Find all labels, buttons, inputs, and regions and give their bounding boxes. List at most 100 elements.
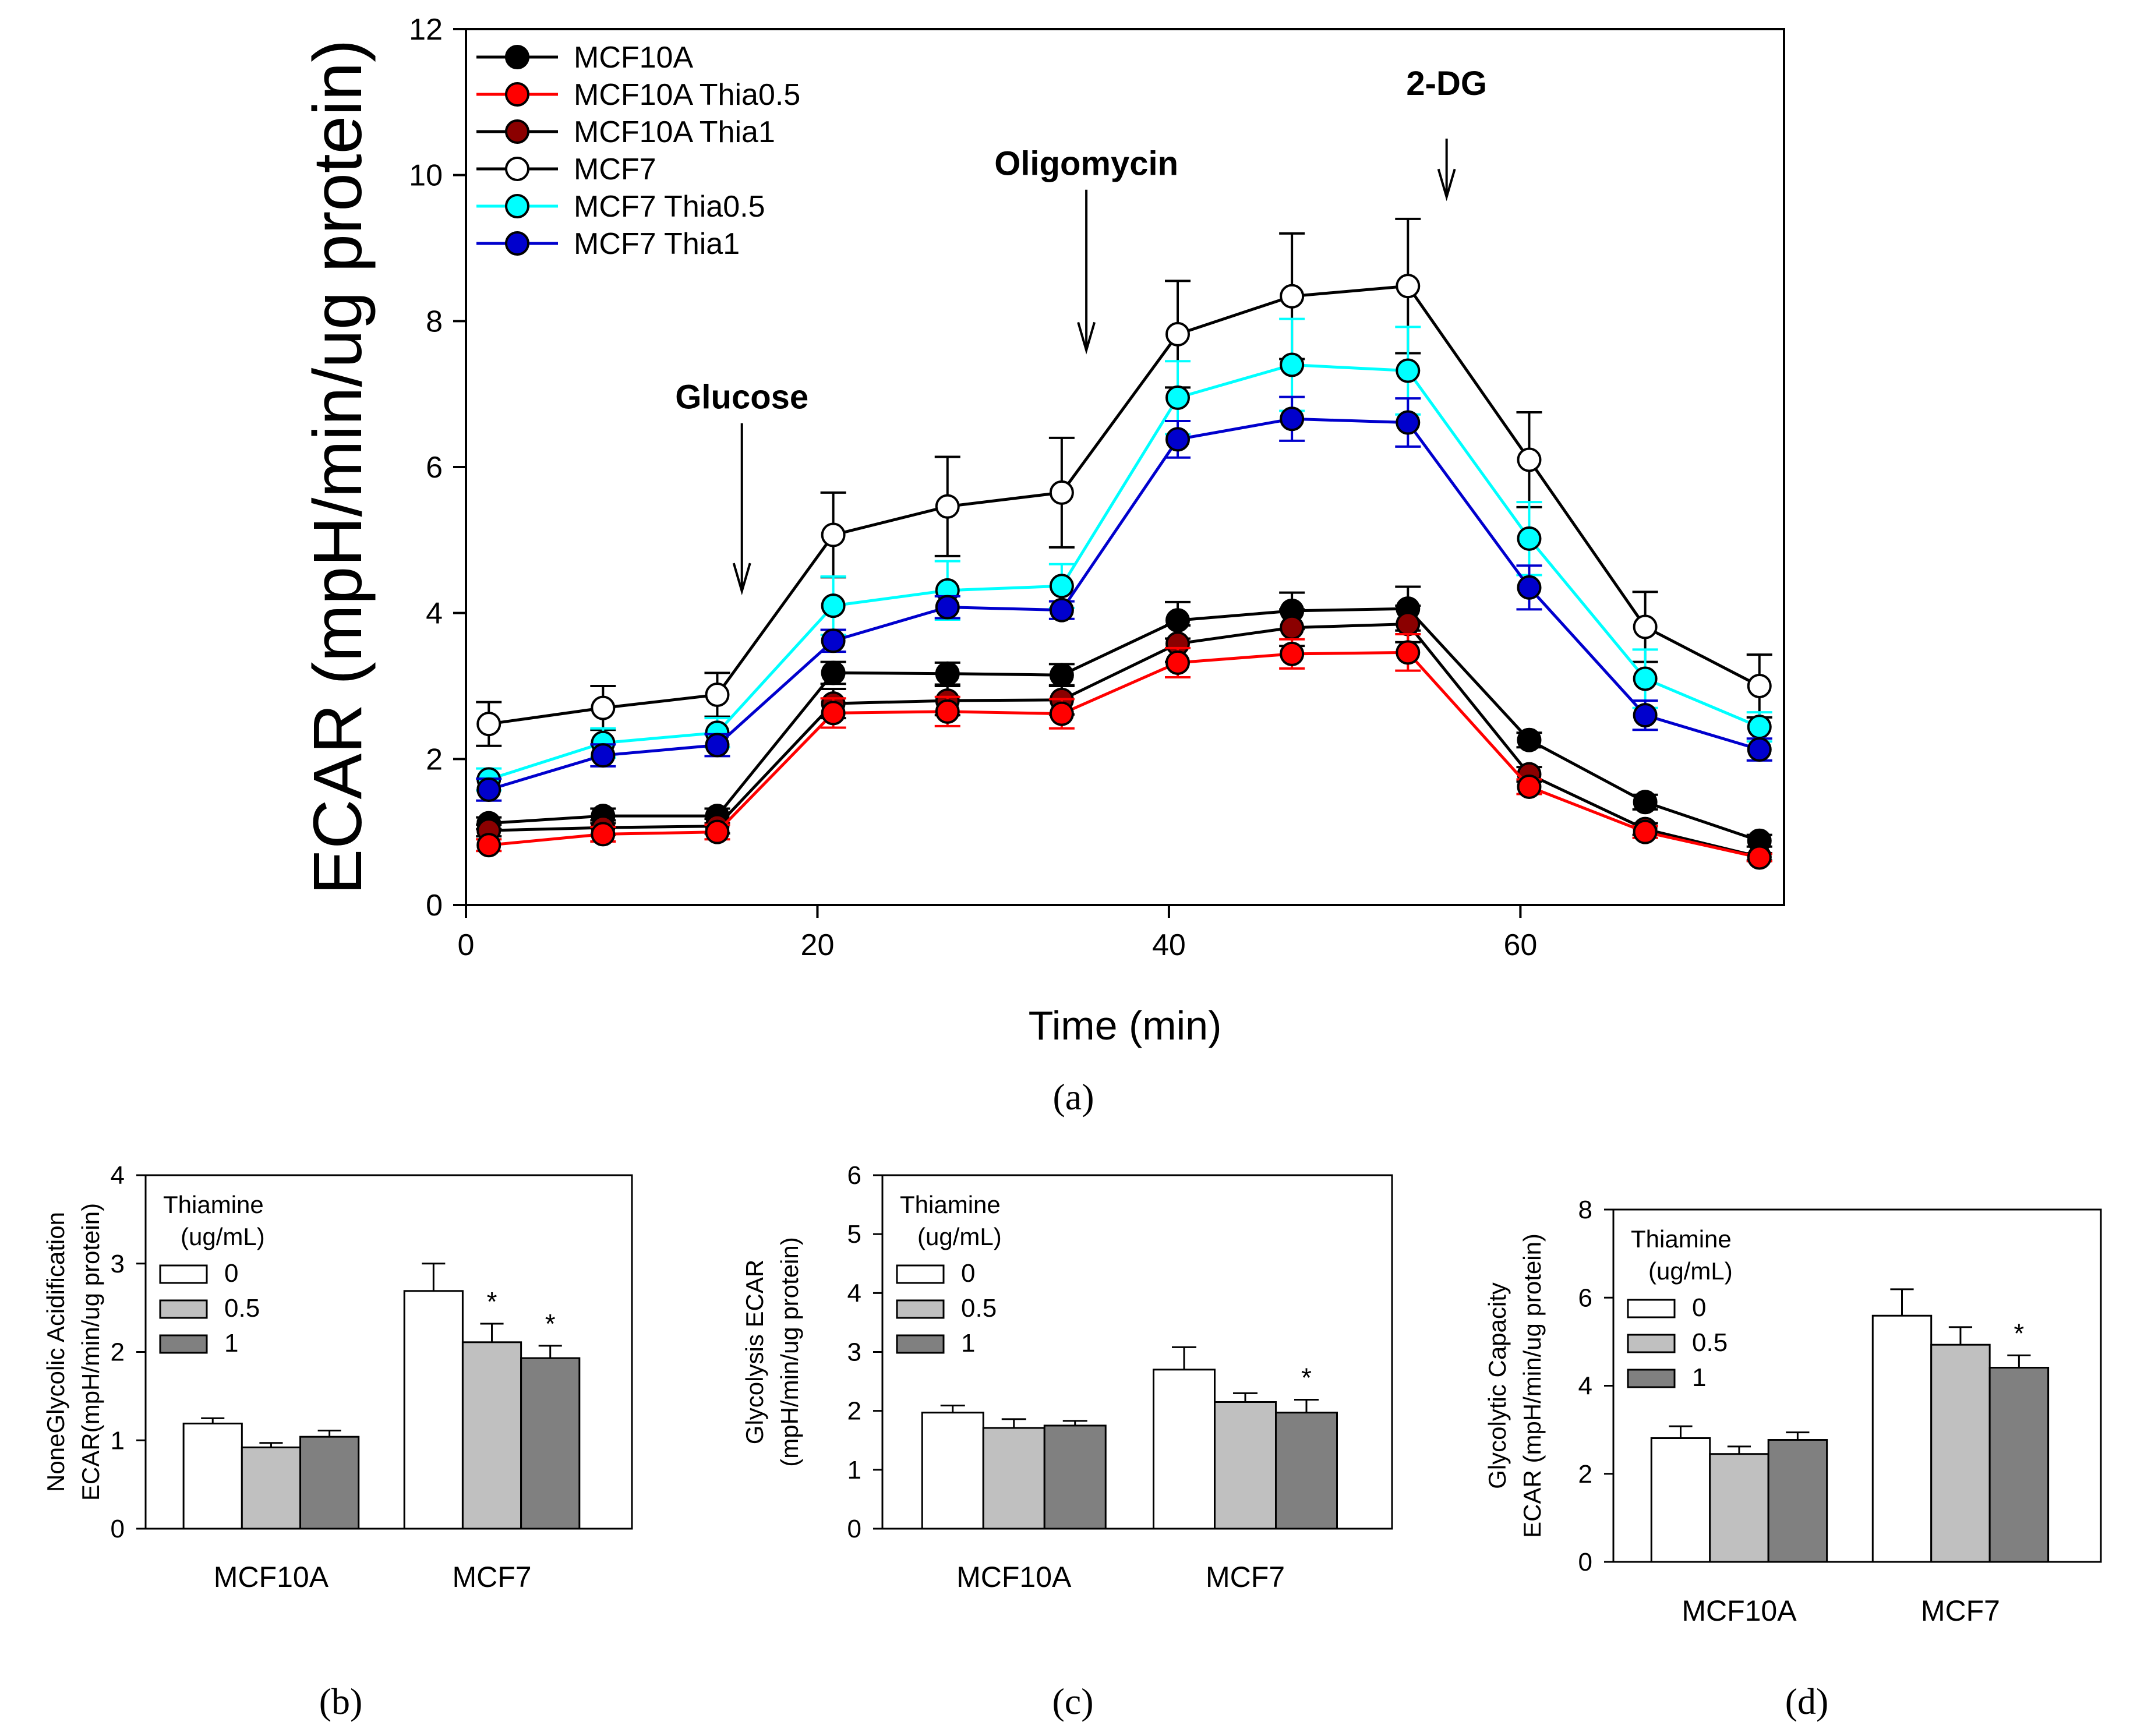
- bar: [403, 1290, 464, 1530]
- y-tick-label: 1: [111, 1426, 125, 1455]
- panel-label: (c): [1052, 1681, 1093, 1722]
- legend-marker: [505, 157, 529, 181]
- data-point: [1396, 611, 1421, 637]
- bar: [1275, 1412, 1338, 1530]
- data-point: [1280, 641, 1305, 666]
- data-point: [1280, 352, 1305, 377]
- y-tick-label: 3: [847, 1338, 861, 1367]
- legend-label: 0: [1692, 1293, 1706, 1322]
- panel-label: (d): [1785, 1681, 1829, 1722]
- data-point: [1280, 406, 1305, 432]
- series-line: [489, 622, 1760, 858]
- legend-label: MCF10A: [574, 41, 693, 75]
- legend-marker: [505, 119, 529, 144]
- legend-label: 1: [224, 1329, 238, 1357]
- series-line: [488, 650, 1760, 859]
- data-point: [1049, 574, 1074, 599]
- annotation-label: 2-DG: [1406, 65, 1487, 102]
- data-point: [1517, 575, 1542, 600]
- series-mcf10a-thia0-5: [476, 633, 1772, 870]
- data-point: [1165, 427, 1191, 452]
- data-point: [1049, 480, 1074, 505]
- data-point: [1517, 727, 1542, 752]
- bar: [1767, 1439, 1828, 1563]
- data-point: [1396, 358, 1421, 383]
- category-label: MCF7: [452, 1561, 531, 1593]
- bar: [1930, 1343, 1991, 1563]
- series-line: [488, 417, 1760, 791]
- legend-marker: [505, 82, 529, 107]
- legend: Thiamine (ug/mL) 0 0.5 1: [896, 1191, 1002, 1357]
- data-point: [1633, 666, 1658, 691]
- y-axis-label: Glycolytic Capacity: [1483, 1282, 1511, 1489]
- data-point: [1517, 526, 1542, 551]
- arrow-head: [1437, 168, 1456, 201]
- data-point: [1517, 447, 1542, 472]
- data-point: [935, 595, 960, 620]
- data-point: [1049, 701, 1074, 726]
- data-point: [1517, 774, 1542, 799]
- legend: Thiamine (ug/mL) 0 0.5 1: [1627, 1225, 1733, 1392]
- legend-swatch: [1627, 1299, 1676, 1318]
- arrow-head: [732, 563, 751, 596]
- y-tick-label: 4: [847, 1279, 861, 1307]
- y-tick-label: 2: [847, 1397, 861, 1426]
- y-tick-label: 4: [426, 597, 443, 631]
- category-label: MCF10A: [956, 1561, 1072, 1593]
- x-tick-label: 20: [801, 928, 835, 962]
- legend-label: MCF10A Thia1: [574, 115, 775, 149]
- bar: [982, 1427, 1045, 1530]
- bar: [1153, 1369, 1216, 1530]
- bar: [1214, 1401, 1277, 1530]
- y-tick-label: 4: [111, 1161, 125, 1190]
- data-point: [935, 661, 960, 686]
- bar: [241, 1446, 302, 1530]
- series-line: [488, 363, 1760, 781]
- panel-a: 0 2 4 6 8 10 12 0 20 40 60 Time (min) ECAR (mpH/min/…: [299, 13, 1785, 1118]
- legend-swatch: [896, 1299, 945, 1319]
- y-tick-label: 0: [426, 889, 443, 922]
- data-point: [1633, 614, 1658, 639]
- y-axis-label: ECAR (mpH/min/ug protein): [299, 40, 376, 895]
- data-point: [1165, 385, 1191, 410]
- data-point: [935, 699, 960, 724]
- panel-d: 0 2 4 6 8 MCF10A MCF7 * Glycolytic Capacity ECAR …: [1483, 1196, 2102, 1722]
- data-point: [1165, 650, 1191, 675]
- bar: [461, 1341, 522, 1530]
- data-point: [1633, 819, 1658, 844]
- y-tick-label: 6: [426, 451, 443, 485]
- legend-marker: [505, 231, 529, 256]
- panel-label: (a): [1052, 1076, 1094, 1118]
- y-axis-label: NoneGlycolic Acidification: [42, 1212, 69, 1492]
- legend-swatch: [1627, 1369, 1676, 1388]
- legend-title: Thiamine: [163, 1191, 264, 1218]
- data-point: [1280, 615, 1305, 640]
- y-tick-label: 8: [426, 305, 443, 338]
- data-point: [821, 628, 846, 653]
- series-line: [488, 284, 1760, 726]
- bar: [1043, 1424, 1107, 1530]
- x-tick-label: 60: [1503, 928, 1537, 962]
- y-tick-label: 0: [1578, 1548, 1592, 1576]
- data-point: [591, 695, 616, 720]
- data-point: [591, 822, 616, 847]
- y-tick-label: 3: [111, 1250, 125, 1278]
- category-label: MCF7: [1921, 1594, 2000, 1627]
- data-point: [1747, 715, 1772, 740]
- y-tick-label: 8: [1578, 1196, 1592, 1224]
- bar: [921, 1412, 984, 1530]
- significance-marker: *: [1301, 1362, 1312, 1392]
- bar: [1988, 1366, 2050, 1563]
- legend-swatch: [896, 1264, 945, 1284]
- y-axis-label: (mpH/min/ug protein): [776, 1237, 803, 1466]
- x-axis-label: Time (min): [1029, 1003, 1222, 1048]
- significance-marker: *: [545, 1309, 556, 1339]
- annotation-label: Oligomycin: [994, 145, 1178, 183]
- y-tick-label: 0: [847, 1515, 861, 1543]
- category-label: MCF10A: [1682, 1594, 1797, 1627]
- data-point: [1396, 410, 1421, 435]
- legend-title: (ug/mL): [1648, 1257, 1733, 1285]
- annotation-glucose: Glucose: [675, 379, 808, 596]
